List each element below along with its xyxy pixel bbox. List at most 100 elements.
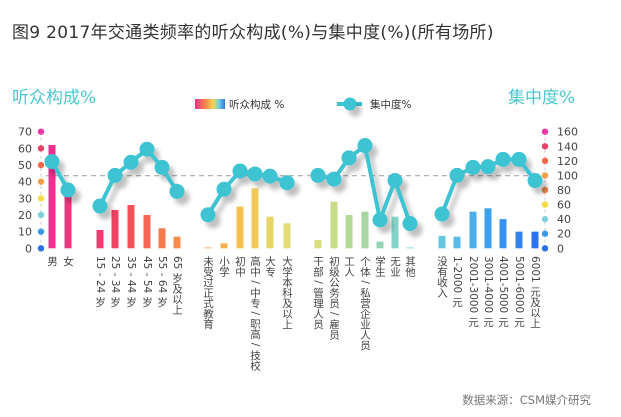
concentration-series-3	[310, 138, 418, 232]
concentration-point	[92, 198, 108, 214]
composition-bar	[484, 208, 492, 249]
left-tick-label: 20	[18, 209, 32, 222]
category-label: 初级公务员 / 雇员	[328, 256, 340, 340]
concentration-point	[154, 159, 170, 175]
concentration-point	[232, 163, 248, 179]
composition-bar	[361, 211, 369, 249]
right-tick-label: 120	[557, 155, 578, 168]
left-tick-label: 40	[18, 176, 32, 189]
left-tick-dot	[37, 145, 45, 152]
concentration-point	[480, 159, 496, 175]
category-label: 无业	[389, 256, 401, 277]
group-2	[204, 188, 291, 249]
concentration-point	[200, 207, 216, 223]
category-label: 15 - 24 岁	[94, 256, 106, 308]
composition-bar	[204, 247, 212, 249]
concentration-point	[310, 167, 326, 183]
composition-bar	[376, 241, 384, 249]
concentration-point	[449, 167, 465, 183]
right-tick-dot	[541, 215, 549, 223]
right-tick-label: 160	[557, 126, 578, 139]
composition-bar	[158, 228, 166, 249]
category-label: 其他	[404, 256, 416, 277]
concentration-point	[465, 159, 481, 175]
concentration-point	[107, 167, 123, 183]
concentration-point	[326, 171, 342, 187]
category-label: 没有收入	[436, 256, 448, 298]
composition-bar	[283, 223, 291, 249]
composition-bar	[48, 145, 56, 249]
group-4	[438, 208, 539, 249]
category-label: 大学本科及以上	[281, 256, 293, 330]
concentration-point	[44, 154, 60, 170]
composition-bar	[96, 229, 104, 249]
composition-bar	[143, 214, 151, 249]
category-label: 55 - 64 岁	[156, 256, 168, 308]
group-1	[96, 204, 181, 249]
category-label: 初中	[234, 256, 246, 277]
left-axis-title: 听众构成%	[12, 88, 96, 108]
group-3	[314, 201, 414, 249]
concentration-point	[169, 183, 185, 199]
left-tick-label: 60	[18, 142, 32, 155]
category-label: 6001 元及以上	[529, 256, 541, 329]
category-label: 25 - 34 岁	[109, 256, 121, 308]
category-label: 男	[46, 256, 58, 267]
category-label: 2001-3000 元	[467, 256, 479, 328]
left-tick-dot	[37, 161, 45, 169]
composition-bar	[515, 231, 523, 249]
category-label: 3001-4000 元	[482, 256, 494, 328]
concentration-series-1	[92, 141, 185, 214]
concentration-point	[387, 173, 403, 189]
concentration-point	[434, 206, 450, 222]
composition-bar	[438, 235, 446, 249]
left-tick-dot	[37, 178, 45, 185]
category-label: 1-2000 元	[451, 256, 463, 308]
category-label: 未受过正式教育	[202, 256, 214, 330]
left-tick-label: 10	[18, 226, 32, 239]
left-tick-dot	[37, 128, 45, 135]
legend-bar-label: 听众构成 %	[229, 98, 284, 111]
concentration-point	[495, 151, 511, 167]
category-label: 35 - 44 岁	[125, 256, 137, 308]
left-tick-label: 30	[18, 192, 32, 205]
composition-bar	[531, 231, 539, 249]
category-label: 45 - 54 岁	[141, 256, 153, 308]
group-0	[48, 145, 72, 249]
right-axis-title: 集中度%	[508, 88, 575, 108]
left-tick-label: 70	[18, 126, 32, 139]
composition-bar	[173, 236, 181, 249]
right-tick-dot	[541, 172, 549, 179]
category-label: 干部 / 管理人员	[312, 256, 324, 330]
composition-bar	[314, 239, 322, 249]
right-tick-label: 20	[557, 228, 571, 241]
concentration-point	[372, 212, 388, 228]
concentration-point	[262, 168, 278, 184]
category-label: 小学	[218, 256, 230, 277]
left-tick-dot	[37, 195, 45, 202]
right-tick-label: 100	[557, 169, 578, 182]
concentration-point	[511, 151, 527, 167]
left-tick-label: 0	[25, 242, 32, 255]
concentration-point	[216, 181, 232, 197]
category-label: 学生	[374, 256, 386, 277]
concentration-point	[139, 141, 155, 157]
concentration-point	[341, 150, 357, 166]
right-tick-dot	[541, 128, 549, 135]
composition-bar	[345, 214, 353, 249]
concentration-point	[527, 173, 543, 189]
composition-bar	[220, 243, 228, 249]
left-tick-dot	[37, 211, 45, 219]
concentration-series-4	[434, 151, 543, 222]
concentration-point	[123, 154, 139, 170]
left-tick-label: 50	[18, 159, 32, 172]
category-label: 高中 / 中专 / 职高 / 技校	[249, 256, 261, 371]
legend-line-marker	[343, 97, 357, 111]
composition-bar	[453, 236, 461, 249]
right-tick-dot	[541, 186, 549, 194]
concentration-point	[279, 175, 295, 191]
composition-bar	[330, 201, 338, 249]
left-tick-dot	[37, 245, 45, 252]
composition-bar	[469, 211, 477, 249]
